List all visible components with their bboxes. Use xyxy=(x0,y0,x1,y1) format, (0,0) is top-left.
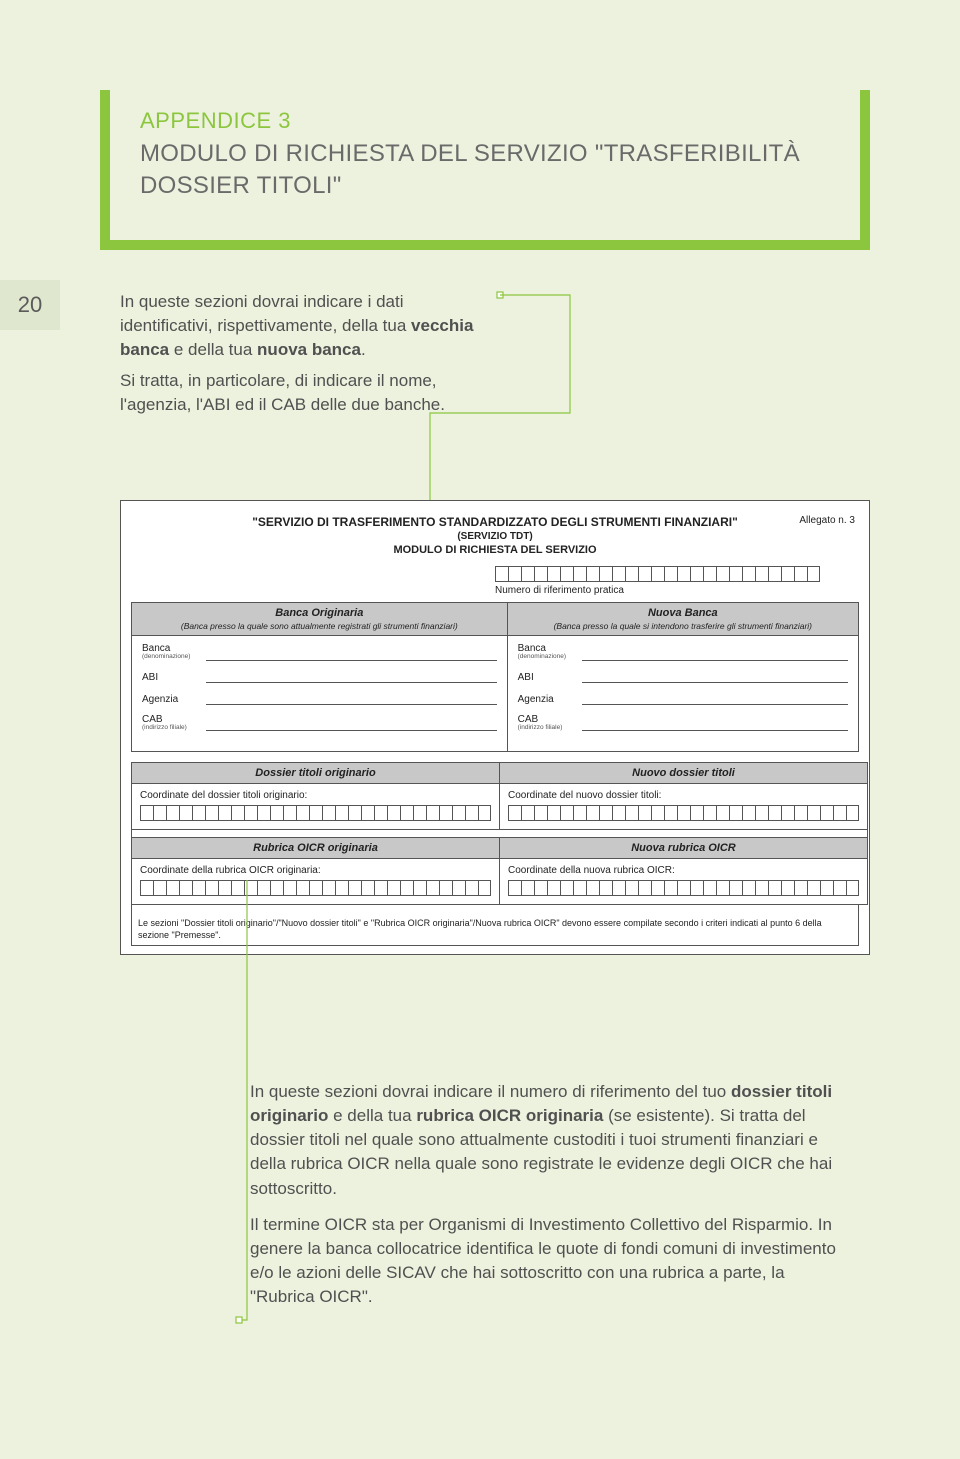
bank-orig-body: Banca(denominazione) ABI Agenzia CA xyxy=(132,636,508,752)
appendix-label: APPENDICE 3 xyxy=(140,108,830,134)
field-agenzia-orig: Agenzia xyxy=(142,693,497,705)
dossier-orig-boxes[interactable] xyxy=(140,805,491,821)
service-title: "SERVIZIO DI TRASFERIMENTO STANDARDIZZAT… xyxy=(131,515,859,529)
dossier-table: Dossier titoli originario Nuovo dossier … xyxy=(131,762,868,905)
input-line[interactable] xyxy=(582,671,848,683)
reference-boxes[interactable] xyxy=(495,566,859,582)
allegato-label: Allegato n. 3 xyxy=(799,515,855,526)
form-note-wrap: Le sezioni "Dossier titoli originario"/"… xyxy=(131,904,859,946)
bank-table: Banca Originaria (Banca presso la quale … xyxy=(131,602,859,752)
form-header: Allegato n. 3 "SERVIZIO DI TRASFERIMENTO… xyxy=(131,515,859,556)
rubrica-orig-header: Rubrica OICR originaria xyxy=(132,838,500,859)
bank-orig-header: Banca Originaria (Banca presso la quale … xyxy=(132,603,508,636)
field-cab-new: CAB (indirizzo filiale) xyxy=(518,715,848,732)
rubrica-new-body: Coordinate della nuova rubrica OICR: xyxy=(500,859,868,905)
title-frame: APPENDICE 3 MODULO DI RICHIESTA DEL SERV… xyxy=(100,90,870,250)
dossier-new-body: Coordinate del nuovo dossier titoli: xyxy=(500,784,868,830)
module-title: MODULO DI RICHIESTA DEL SERVIZIO xyxy=(131,544,859,556)
bank-new-body: Banca(denominazione) ABI Agenzia CA xyxy=(507,636,858,752)
field-banca-new: Banca(denominazione) xyxy=(518,644,848,661)
dossier-new-boxes[interactable] xyxy=(508,805,859,821)
intro-p1: In queste sezioni dovrai indicare i dati… xyxy=(120,290,480,361)
input-line[interactable] xyxy=(582,693,848,705)
input-line[interactable] xyxy=(206,671,497,683)
service-subtitle: (SERVIZIO TDT) xyxy=(131,531,859,542)
field-abi-orig: ABI xyxy=(142,671,497,683)
input-line[interactable] xyxy=(582,719,848,731)
input-line[interactable] xyxy=(206,649,497,661)
reference-cell: Numero di riferimento pratica xyxy=(495,566,859,596)
page-number-badge: 20 xyxy=(0,280,60,330)
field-banca-orig: Banca(denominazione) xyxy=(142,644,497,661)
rubrica-orig-boxes[interactable] xyxy=(140,880,491,896)
dossier-orig-header: Dossier titoli originario xyxy=(132,763,500,784)
intro-p2: Si tratta, in particolare, di indicare i… xyxy=(120,369,480,417)
bottom-p2: Il termine OICR sta per Organismi di Inv… xyxy=(250,1213,850,1310)
rubrica-orig-body: Coordinate della rubrica OICR originaria… xyxy=(132,859,500,905)
bottom-p1: In queste sezioni dovrai indicare il num… xyxy=(250,1080,850,1201)
page-title: MODULO DI RICHIESTA DEL SERVIZIO "TRASFE… xyxy=(140,138,830,203)
form-note: Le sezioni "Dossier titoli originario"/"… xyxy=(138,916,852,941)
title-inner: APPENDICE 3 MODULO DI RICHIESTA DEL SERV… xyxy=(110,90,860,203)
dossier-new-header: Nuovo dossier titoli xyxy=(500,763,868,784)
input-line[interactable] xyxy=(206,719,497,731)
bank-new-header: Nuova Banca (Banca presso la quale si in… xyxy=(507,603,858,636)
bottom-text: In queste sezioni dovrai indicare il num… xyxy=(250,1080,850,1321)
input-line[interactable] xyxy=(582,649,848,661)
reference-label: Numero di riferimento pratica xyxy=(495,585,859,596)
form-module: Allegato n. 3 "SERVIZIO DI TRASFERIMENTO… xyxy=(120,500,870,955)
input-line[interactable] xyxy=(206,693,497,705)
field-cab-orig: CAB (indirizzo filiale) xyxy=(142,715,497,732)
rubrica-new-boxes[interactable] xyxy=(508,880,859,896)
dossier-orig-body: Coordinate del dossier titoli originario… xyxy=(132,784,500,830)
field-abi-new: ABI xyxy=(518,671,848,683)
page: 20 APPENDICE 3 MODULO DI RICHIESTA DEL S… xyxy=(0,0,960,1459)
rubrica-new-header: Nuova rubrica OICR xyxy=(500,838,868,859)
intro-text: In queste sezioni dovrai indicare i dati… xyxy=(120,290,480,425)
reference-row: Numero di riferimento pratica xyxy=(131,566,859,596)
page-number: 20 xyxy=(18,292,42,318)
field-agenzia-new: Agenzia xyxy=(518,693,848,705)
